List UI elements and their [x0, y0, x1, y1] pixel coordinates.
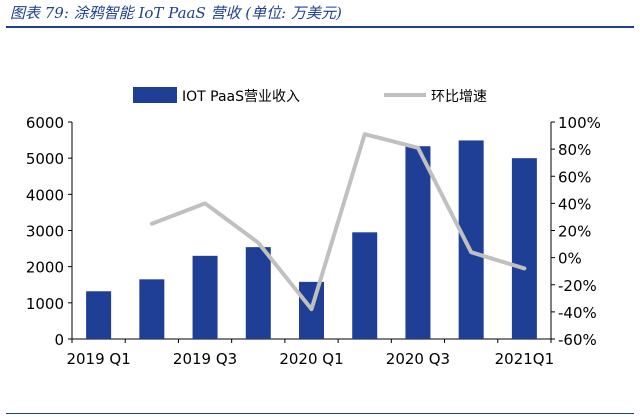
bottom-rule — [6, 413, 634, 414]
y-left-tick-label: 4000 — [26, 186, 64, 204]
y-left-tick-label: 3000 — [26, 223, 64, 241]
y-right-tick-label: 0% — [558, 250, 582, 268]
y-right-tick-label: -20% — [558, 277, 597, 295]
y-left-tick-labels: 6000 5000 4000 3000 2000 1000 0 — [26, 114, 64, 349]
y-left-tick-label: 2000 — [26, 259, 64, 277]
y-right-tick-label: 20% — [558, 223, 591, 241]
bar — [245, 247, 271, 339]
bar — [139, 279, 165, 339]
y-left-tick-label: 1000 — [26, 295, 64, 313]
y-right-tick-label: -40% — [558, 304, 597, 322]
bar — [458, 140, 484, 339]
x-tick-label: 2020 Q1 — [279, 350, 343, 368]
x-tick-label: 2020 Q3 — [386, 350, 450, 368]
legend-label-line: 环比增速 — [431, 89, 487, 105]
title-rule — [6, 26, 634, 28]
legend-swatch-bar — [133, 87, 177, 103]
bars — [86, 140, 537, 339]
y-right-tick-label: 100% — [558, 114, 601, 132]
growth-line-series — [149, 132, 527, 312]
y-left-tick-label: 5000 — [26, 150, 64, 168]
bar — [405, 146, 431, 339]
y-right-tick-labels: 100% 80% 60% 40% 20% 0% -20% -40% -60% — [558, 114, 601, 349]
bar — [511, 158, 537, 339]
legend: IOT PaaS营业收入 环比增速 — [133, 87, 487, 105]
bar — [192, 255, 218, 339]
bar — [86, 291, 112, 339]
y-right-tick-label: 60% — [558, 168, 591, 186]
x-tick-label: 2019 Q3 — [173, 350, 237, 368]
y-left-tick-label: 6000 — [26, 114, 64, 132]
x-tick-label: 2019 Q1 — [66, 350, 130, 368]
figure-title: 图表 79: 涂鸦智能 IoT PaaS 营收 (单位: 万美元) — [10, 4, 342, 22]
legend-label-bar: IOT PaaS营业收入 — [182, 89, 300, 105]
y-right-tick-label: -60% — [558, 331, 597, 349]
growth-line — [149, 132, 527, 312]
x-tick-label: 2021Q1 — [495, 350, 555, 368]
x-tick-labels: 2019 Q1 2019 Q3 2020 Q1 2020 Q3 2021Q1 — [66, 350, 554, 368]
y-right-tick-label: 40% — [558, 195, 591, 213]
y-right-tick-label: 80% — [558, 141, 591, 159]
bar — [352, 232, 378, 339]
y-left-tick-label: 0 — [54, 331, 64, 349]
